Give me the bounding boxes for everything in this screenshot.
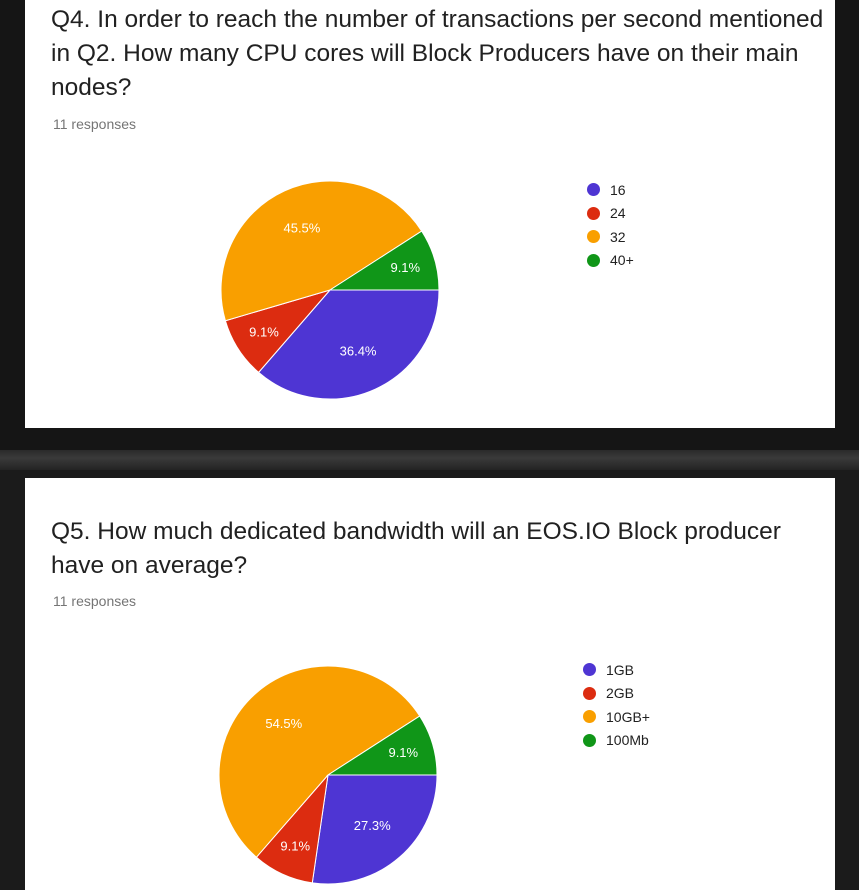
legend-item-10gb: 10GB+: [583, 705, 650, 729]
pie-slice-10gb: [218, 665, 421, 858]
pie-slice-1gb: [311, 774, 438, 885]
legend-item-2gb: 2GB: [583, 682, 650, 706]
pie-data-label-40: 9.1%: [390, 260, 420, 275]
legend-label: 1GB: [606, 661, 635, 678]
question-title: Q4. In order to reach the number of tran…: [51, 6, 824, 101]
legend-swatch-icon: [587, 206, 600, 220]
pie-chart-q5: 27.3% 9.1% 54.5% 9.1%: [218, 665, 438, 885]
pie-slice-100mb: [326, 715, 438, 776]
legend-label: 2GB: [606, 685, 635, 702]
legend-swatch-icon: [587, 253, 600, 267]
pie-data-label-2gb: 9.1%: [280, 838, 310, 853]
response-count: 11 responses: [53, 593, 137, 609]
pie-slice-16: [257, 289, 440, 400]
legend-item-1gb: 1GB: [583, 658, 650, 682]
legend-q5: 1GB 2GB 10GB+ 100Mb: [583, 658, 650, 752]
legend-item-24: 24: [587, 202, 634, 226]
pie-data-label-32: 45.5%: [283, 221, 320, 236]
legend-swatch-icon: [583, 686, 596, 700]
legend-swatch-icon: [587, 230, 600, 244]
legend-item-100mb: 100Mb: [583, 729, 650, 753]
legend-label: 16: [610, 181, 626, 198]
legend-label: 24: [610, 205, 626, 222]
pie-data-label-16: 36.4%: [340, 343, 377, 358]
legend-item-32: 32: [587, 225, 634, 249]
pie-data-label-24: 9.1%: [249, 324, 279, 339]
legend-swatch-icon: [583, 733, 596, 747]
screenshot-frame-divider: [0, 450, 859, 470]
legend-label: 32: [610, 228, 626, 245]
pie-slice-40: [328, 230, 440, 291]
question-title: Q5. How much dedicated bandwidth will an…: [51, 518, 781, 579]
legend-swatch-icon: [583, 710, 596, 724]
pie-data-label-10gb: 54.5%: [265, 716, 302, 731]
legend-label: 100Mb: [606, 732, 649, 749]
pie-data-label-100mb: 9.1%: [388, 745, 418, 760]
pie-data-label-1gb: 27.3%: [354, 818, 391, 833]
question-card-q5: Q5. How much dedicated bandwidth will an…: [25, 478, 835, 890]
legend-label: 40+: [610, 252, 634, 269]
question-card-q4: Q4. In order to reach the number of tran…: [25, 0, 835, 428]
legend-swatch-icon: [587, 183, 600, 197]
legend-swatch-icon: [583, 663, 596, 677]
legend-item-16: 16: [587, 178, 634, 202]
pie-slice-32: [220, 180, 423, 322]
legend-item-40: 40+: [587, 249, 634, 273]
legend-label: 10GB+: [606, 708, 650, 725]
legend-q4: 16 24 32 40+: [587, 178, 634, 272]
pie-chart-q4: 36.4% 9.1% 45.5% 9.1%: [220, 180, 440, 400]
response-count: 11 responses: [53, 116, 137, 132]
